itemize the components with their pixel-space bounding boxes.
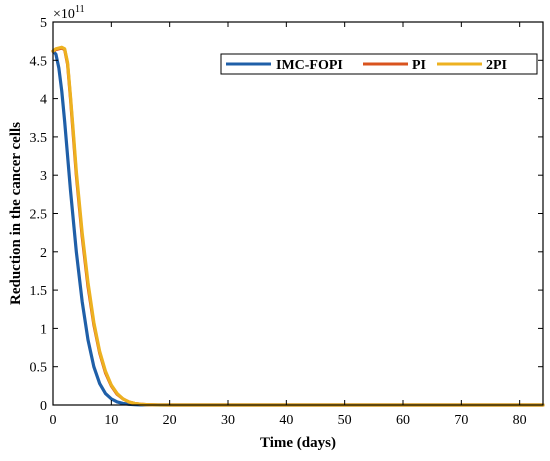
y-multiplier: ×10 11 [53,4,85,22]
x-tick-label: 60 [396,413,410,428]
x-tick-label: 0 [50,413,57,428]
x-tick-label: 80 [513,413,527,428]
y-tick-label: 1 [40,322,47,337]
y-tick-label: 2 [40,246,47,261]
y-tick-label: 3.5 [30,131,48,146]
ticks-layer: 0 10 20 30 40 50 60 70 80 0 0.5 1 1.5 2 2.5 3 3.5 4 4.5 5 [30,16,543,428]
series-line-2pi [51,45,545,407]
x-tick-label: 30 [221,413,235,428]
y-tick-label: 3 [40,169,47,184]
y-tick-label: 0 [40,399,47,414]
y-tick-label: 4.5 [30,54,48,69]
y-tick-label: 5 [40,16,47,31]
x-tick-label: 40 [279,413,293,428]
x-axis-label: Time (days) [260,435,336,451]
y-multiplier-base: ×10 [53,7,75,22]
plot-background [53,22,543,405]
y-tick-label: 4 [40,93,47,108]
y-tick-label: 2.5 [30,208,48,223]
legend: IMC-FOPI PI 2PI [220,53,538,75]
x-tick-label: 10 [104,413,118,428]
legend-label-2pi: 2PI [486,58,507,73]
legend-label-imc-fopi: IMC-FOPI [276,58,343,73]
y-multiplier-exponent: 11 [75,4,85,15]
plot-area: 0 10 20 30 40 50 60 70 80 0 0.5 1 1.5 2 2.5 3 3.5 4 4.5 5 [30,16,545,428]
legend-label-pi: PI [412,58,426,73]
y-axis-label: Reduction in the cancer cells [8,122,24,305]
y-tick-label: 0.5 [30,361,48,376]
y-tick-label: 1.5 [30,284,48,299]
x-tick-label: 70 [454,413,468,428]
x-tick-label: 20 [163,413,177,428]
x-tick-label: 50 [338,413,352,428]
